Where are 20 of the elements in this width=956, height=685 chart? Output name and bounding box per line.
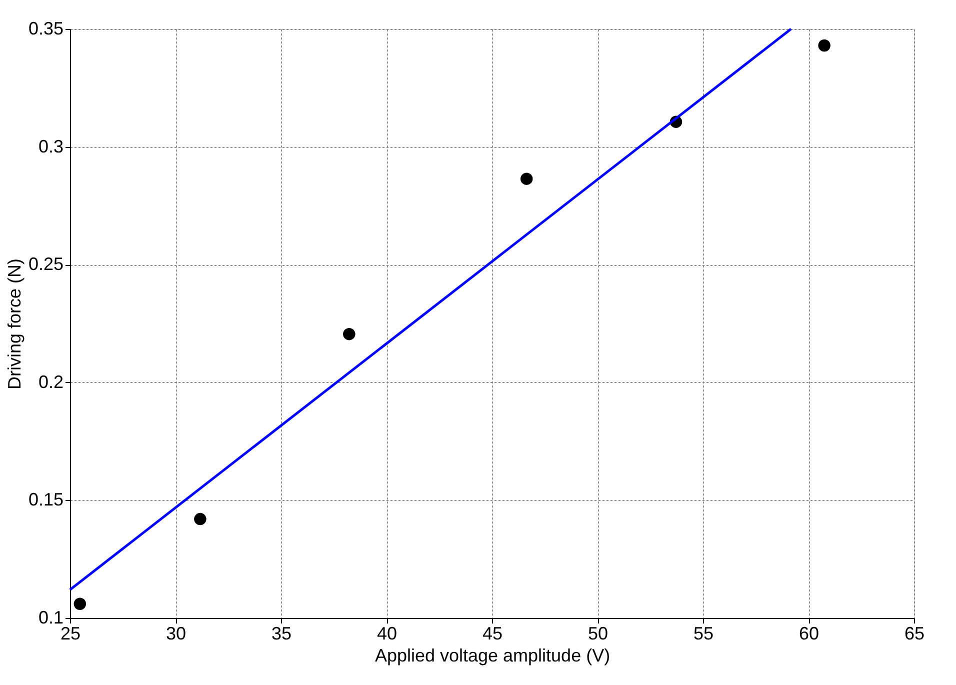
x-tick-label: 45 <box>482 624 503 644</box>
x-tick-label: 60 <box>798 624 820 644</box>
point <box>818 39 830 52</box>
x-tick-label: 65 <box>904 624 925 644</box>
x-tick-label: 30 <box>166 624 186 644</box>
point <box>74 598 86 610</box>
y-tick-label: 0.25 <box>28 254 64 274</box>
y-tick-label: 0.2 <box>38 372 64 392</box>
x-tick-label: 55 <box>693 624 714 644</box>
y-tick-label: 0.35 <box>28 18 64 38</box>
point <box>520 172 533 185</box>
point <box>343 328 356 340</box>
y-tick-label: 0.15 <box>28 490 64 510</box>
x-tick-label: 40 <box>376 624 398 644</box>
point <box>194 512 206 526</box>
x-tick-label: 50 <box>588 624 608 644</box>
x-axis-title: Applied voltage amplitude (V) <box>374 646 610 666</box>
y-tick-label: 0.3 <box>38 136 64 156</box>
x-tick-label: 35 <box>271 624 292 644</box>
y-axis-title: Driving force (N) <box>4 258 24 390</box>
